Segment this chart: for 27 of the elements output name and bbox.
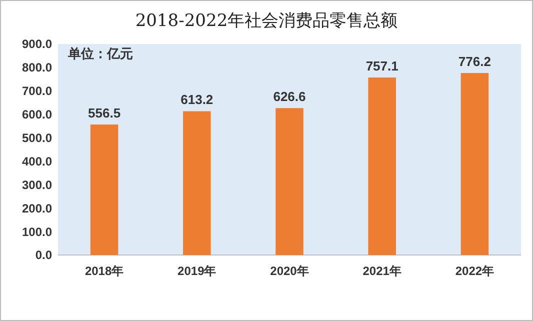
data-label: 556.5 <box>88 106 121 121</box>
x-tick-label: 2019年 <box>178 264 216 278</box>
data-label: 757.1 <box>366 58 398 74</box>
y-tick-label: 0.0 <box>35 248 52 262</box>
y-tick-label: 700.0 <box>22 84 52 98</box>
bar <box>183 111 211 255</box>
y-tick-label: 900.0 <box>22 37 52 52</box>
y-tick-label: 600.0 <box>22 108 52 122</box>
y-tick-label: 200.0 <box>22 201 52 216</box>
annotation: 单位：亿元 <box>67 46 133 61</box>
x-tick-label: 2022年 <box>455 264 494 278</box>
y-tick-label: 800.0 <box>22 60 52 75</box>
bar <box>368 78 396 255</box>
data-label: 776.2 <box>458 54 491 70</box>
y-tick-label: 100.0 <box>22 224 52 239</box>
chart-title: 2018-2022年社会消费品零售总额 <box>135 11 398 31</box>
data-label: 626.6 <box>273 89 306 104</box>
x-tick-label: 2018年 <box>84 264 124 278</box>
bar <box>276 108 304 255</box>
data-label: 613.2 <box>180 92 214 108</box>
y-tick-label: 500.0 <box>22 130 52 145</box>
x-tick-label: 2021年 <box>362 264 402 278</box>
x-tick-label: 2020年 <box>270 264 309 278</box>
y-tick-label: 400.0 <box>22 154 52 168</box>
y-tick-label: 300.0 <box>22 178 52 192</box>
bar <box>460 73 489 255</box>
bar <box>90 124 118 255</box>
